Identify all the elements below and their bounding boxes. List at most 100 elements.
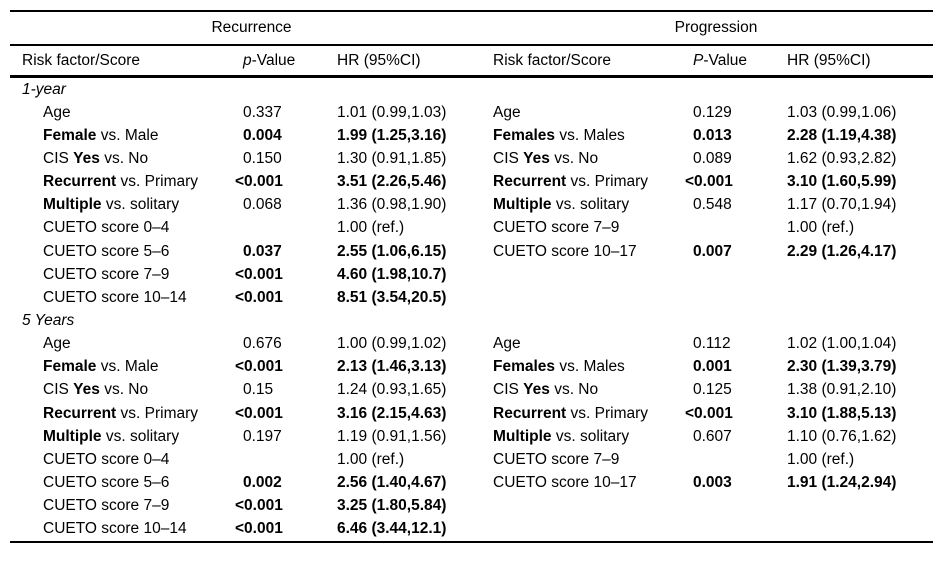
recurrence-risk-factor-cell: CIS Yes vs. No [10, 150, 243, 168]
text-segment: Recurrent [493, 173, 567, 191]
recurrence-hr-cell: 3.51 (2.26,5.46) [337, 173, 447, 191]
text-segment: vs. No [549, 149, 599, 167]
column-header-row: Risk factor/Score p-Value HR (95%CI) Ris… [10, 46, 933, 75]
recurrence-p-value-cell: 0.037 [243, 242, 282, 260]
column-header-p-value-progression: P-Value [693, 52, 787, 70]
table-row: CUETO score 5–6 0.002 2.56 (1.40,4.67) CUET… [10, 471, 933, 494]
table-row: Female vs. Male <0.001 2.13 (1.46,3.13) Fem… [10, 356, 933, 379]
progression-risk-factor-cell: Recurrent vs. Primary [493, 173, 693, 191]
progression-p-value-cell: 0.548 [693, 196, 732, 214]
text-segment: Recurrent [43, 404, 117, 422]
table-row: Recurrent vs. Primary <0.001 3.51 (2.26,5.… [10, 171, 933, 194]
text-segment: Yes [73, 149, 100, 167]
text-segment: CUETO score 5–6 [43, 473, 170, 491]
recurrence-risk-factor-cell: Female vs. Male [10, 358, 243, 376]
text-segment: Yes [523, 381, 550, 399]
recurrence-p-value-cell: 0.004 [243, 126, 282, 144]
text-segment: Recurrent [43, 173, 117, 191]
recurrence-risk-factor-cell: Age [10, 335, 243, 353]
recurrence-hr-cell: 8.51 (3.54,20.5) [337, 288, 447, 306]
statistics-table: Recurrence Progression Risk factor/Score… [10, 10, 933, 543]
progression-risk-factor-cell: Age [493, 335, 693, 353]
group-title-recurrence: Recurrence [211, 19, 292, 36]
progression-p-value-cell: 0.607 [693, 427, 732, 445]
progression-hr-cell: 1.17 (0.70,1.94) [787, 196, 897, 214]
bottom-rule [10, 540, 933, 543]
progression-risk-factor-cell: CIS Yes vs. No [493, 381, 693, 399]
recurrence-risk-factor-cell: Recurrent vs. Primary [10, 405, 243, 423]
text-segment: CUETO score 5–6 [43, 242, 170, 260]
recurrence-hr-cell: 2.56 (1.40,4.67) [337, 473, 447, 491]
text-segment: Female [43, 358, 97, 376]
text-segment: vs. No [99, 381, 149, 399]
progression-risk-factor-cell: CUETO score 10–17 [493, 474, 693, 492]
progression-risk-factor-cell: Recurrent vs. Primary [493, 405, 693, 423]
text-segment: vs. Primary [566, 404, 649, 422]
text-segment: vs. Males [555, 358, 625, 376]
progression-p-value-cell: <0.001 [685, 404, 733, 422]
text-segment: CUETO score 7–9 [43, 265, 170, 283]
text-segment: CIS [493, 149, 524, 167]
column-header-hr-recurrence: HR (95%CI) [337, 51, 421, 69]
table-row: CUETO score 0–4 1.00 (ref.) CUETO score 7–… [10, 217, 933, 240]
recurrence-p-value-cell: 0.197 [243, 427, 282, 445]
recurrence-p-value-cell: <0.001 [235, 265, 283, 283]
progression-p-value-cell: 0.125 [693, 381, 732, 399]
section-label: 5 Years [22, 311, 75, 329]
progression-hr-cell: 2.28 (1.19,4.38) [787, 126, 897, 144]
text-segment: vs. Males [555, 126, 625, 144]
recurrence-p-value-cell: 0.337 [243, 103, 282, 121]
recurrence-hr-cell: 1.00 (ref.) [337, 450, 405, 468]
table-row: Age 0.337 1.01 (0.99,1.03) Age 0.129 1.03 (0.… [10, 101, 933, 124]
text-segment: CUETO score 10–14 [43, 520, 187, 538]
progression-hr-cell: 1.00 (ref.) [787, 450, 855, 468]
recurrence-p-value-cell: <0.001 [235, 520, 283, 538]
recurrence-risk-factor-cell: Female vs. Male [10, 127, 243, 145]
text-segment: CUETO score 10–17 [493, 242, 637, 260]
text-segment: CUETO score 10–17 [493, 473, 637, 491]
section-row: 5 Years [10, 309, 933, 332]
recurrence-hr-cell: 2.55 (1.06,6.15) [337, 242, 447, 260]
recurrence-p-value-cell: <0.001 [235, 358, 283, 376]
column-header-hr-progression: HR (95%CI) [787, 51, 871, 69]
progression-p-value-cell: 0.003 [693, 473, 732, 491]
progression-hr-cell: 2.30 (1.39,3.79) [787, 358, 897, 376]
recurrence-p-value-cell: <0.001 [235, 288, 283, 306]
text-segment: -Value [703, 51, 747, 69]
recurrence-p-value-cell: 0.002 [243, 473, 282, 491]
recurrence-risk-factor-cell: CUETO score 7–9 [10, 266, 243, 284]
section-row: 1-year [10, 78, 933, 101]
progression-risk-factor-cell: CIS Yes vs. No [493, 150, 693, 168]
group-header-rule [10, 44, 933, 46]
text-segment: vs. solitary [101, 427, 180, 445]
recurrence-risk-factor-cell: CUETO score 7–9 [10, 497, 243, 515]
recurrence-hr-cell: 4.60 (1.98,10.7) [337, 265, 447, 283]
text-segment: Age [43, 335, 71, 353]
text-segment: Females [493, 126, 556, 144]
table-row: CUETO score 10–14 <0.001 8.51 (3.54,20.5) [10, 286, 933, 309]
recurrence-hr-cell: 1.36 (0.98,1.90) [337, 196, 447, 214]
progression-risk-factor-cell: Age [493, 104, 693, 122]
table-row: CUETO score 10–14 <0.001 6.46 (3.44,12.1) [10, 518, 933, 541]
text-segment: CUETO score 7–9 [43, 497, 170, 515]
progression-p-value-cell: 0.001 [693, 358, 732, 376]
recurrence-hr-cell: 3.25 (1.80,5.84) [337, 497, 447, 515]
table-row: CIS Yes vs. No 0.15 1.24 (0.93,1.65) CIS Ye… [10, 379, 933, 402]
recurrence-p-value-cell: 0.150 [243, 149, 282, 167]
progression-p-value-cell: 0.112 [693, 335, 731, 353]
text-segment: Age [493, 335, 521, 353]
text-segment: Multiple [43, 196, 102, 214]
text-segment: Yes [73, 381, 100, 399]
recurrence-risk-factor-cell: CUETO score 10–14 [10, 289, 243, 307]
progression-hr-cell: 2.29 (1.26,4.17) [787, 242, 897, 260]
text-segment: CIS [43, 381, 74, 399]
recurrence-risk-factor-cell: CUETO score 10–14 [10, 520, 243, 538]
recurrence-hr-cell: 6.46 (3.44,12.1) [337, 520, 447, 538]
recurrence-p-value-cell: <0.001 [235, 497, 283, 515]
text-segment: Recurrent [493, 404, 567, 422]
text-segment: vs. solitary [101, 196, 180, 214]
recurrence-p-value-cell: 0.15 [243, 381, 274, 399]
recurrence-risk-factor-cell: Recurrent vs. Primary [10, 173, 243, 191]
text-segment: CUETO score 0–4 [43, 450, 170, 468]
text-segment: Age [43, 103, 71, 121]
